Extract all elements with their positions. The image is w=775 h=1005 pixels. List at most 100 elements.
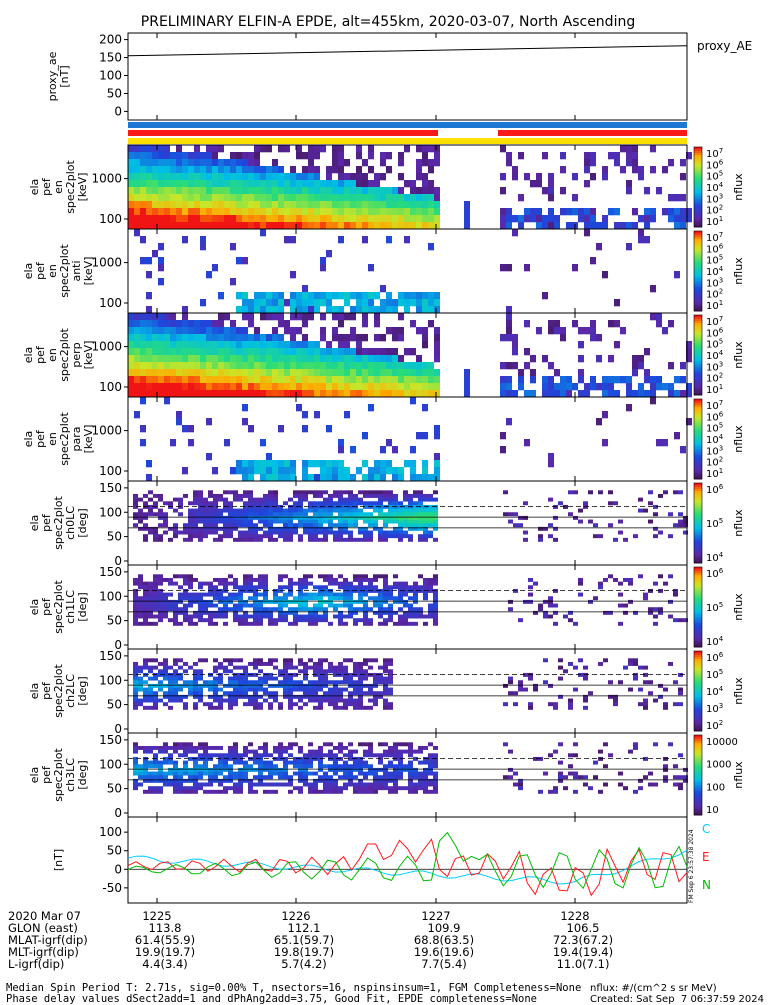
pef_en-cell <box>188 159 194 167</box>
pef_en-colorbar-cell <box>694 223 702 226</box>
pef_en_perp-cell <box>338 320 344 328</box>
pef_ch2LC-cell <box>308 691 313 696</box>
pef_ch0LC-cell <box>608 501 613 506</box>
pef_en_perp-cell <box>290 341 296 349</box>
pef_ch1LC-cell <box>348 610 353 615</box>
pef_ch2LC-cell <box>373 680 378 685</box>
pef_en-cell <box>362 215 368 223</box>
pef_en_perp-cell <box>302 362 308 370</box>
pef_ch2LC-cell <box>553 702 558 707</box>
pef_en-cell <box>380 222 386 230</box>
xaxis-row-value: 65.1(59.7) <box>274 933 334 947</box>
pef_en_perp-cell <box>380 390 386 398</box>
pef_en-cell <box>374 180 380 188</box>
pef_en-cell <box>176 180 182 188</box>
pef_ch0LC-cell <box>173 508 178 513</box>
pef_en_perp-cell <box>386 327 392 335</box>
pef_ch0LC-cell <box>318 512 323 517</box>
pef_ch2LC-cell <box>218 661 223 666</box>
pef_ch3LC-cell <box>608 753 613 758</box>
pef_en_perp-cell <box>338 390 344 398</box>
pef_ch3LC-cell <box>363 782 368 787</box>
pef_ch2LC-cell <box>388 676 393 681</box>
pef_en_anti-cell <box>428 306 434 314</box>
pef_ch3LC-cell <box>383 786 388 791</box>
pef_ch3LC-cell <box>398 760 403 765</box>
pef_en-cell <box>140 145 146 153</box>
pef_en_para-colorbar-exp: 5 <box>719 422 723 430</box>
pef_en_anti-ylabel-line: anti <box>70 260 83 281</box>
pef_ch0LC-colorbar-cell <box>694 507 702 510</box>
pef_ch0LC-cell <box>213 501 218 506</box>
pef_en-cell <box>170 180 176 188</box>
pef_ch3LC-colorbar-cell <box>694 753 702 756</box>
pef_ch2LC-cell <box>268 683 273 688</box>
pef_ch0LC-cell <box>233 508 238 513</box>
pef_ch3LC-cell <box>188 775 193 780</box>
pef_ch3LC-cell <box>173 786 178 791</box>
pef_ch3LC-cell <box>133 782 138 787</box>
pef_ch3LC-cell <box>418 771 423 776</box>
pef_ch1LC-cell <box>623 603 628 608</box>
pef_en_perp-cell <box>350 390 356 398</box>
pef_ch2LC-cell <box>273 683 278 688</box>
pef_en_perp-cell <box>590 327 596 335</box>
pef_ch1LC-cell <box>223 599 228 604</box>
pef_en-cell <box>212 166 218 174</box>
pef_ch3LC-cell <box>158 745 163 750</box>
pef_ch0LC-colorbar-exp: 6 <box>719 483 724 491</box>
pef_ch3LC-cell <box>303 760 308 765</box>
pef_ch0LC-cell <box>398 515 403 520</box>
pef_ch3LC-cell <box>388 775 393 780</box>
pef_en_perp-cell <box>326 362 332 370</box>
pef_ch2LC-cell <box>323 672 328 677</box>
pef_ch3LC-cell <box>383 767 388 772</box>
pef_ch2LC-colorbar-cell <box>694 657 702 660</box>
pef_en_perp-cell <box>332 334 338 342</box>
pef_en_perp-cell <box>218 320 224 328</box>
pef_ch0LC-cell <box>548 497 553 502</box>
pef_en-cell <box>212 187 218 195</box>
pef_ch2LC-cell <box>223 698 228 703</box>
pef_en-cell <box>650 208 656 216</box>
pef_ch1LC-cell <box>288 599 293 604</box>
pef_en_para-cell <box>260 439 266 447</box>
pef_ch1LC-cell <box>133 588 138 593</box>
pef_en-ylabel-line: ela <box>28 179 41 196</box>
pef_ch3LC-cell <box>288 742 293 747</box>
pef_ch0LC-cell <box>408 501 413 506</box>
pef_en_perp-cell <box>392 334 398 342</box>
pef_ch0LC-cell <box>358 501 363 506</box>
pef_ch0LC-cell <box>428 523 433 528</box>
pef_ch3LC-cell <box>238 782 243 787</box>
pef_ch1LC-cell <box>533 581 538 586</box>
pef_en-cell <box>326 166 332 174</box>
pef_ch1LC-cell <box>143 618 148 623</box>
pef_en-cell <box>662 208 668 216</box>
pef_en_perp-cell <box>584 390 590 398</box>
pef_ch0LC-cell <box>653 526 658 531</box>
pef_ch1LC-cell <box>408 610 413 615</box>
pef_ch2LC-cell <box>213 683 218 688</box>
pef_ch2LC-cell <box>383 683 388 688</box>
pef_en_anti-cell <box>362 299 368 307</box>
pef_ch2LC-cell <box>183 669 188 674</box>
pef_en_anti-cell <box>158 257 164 265</box>
pef_en_perp-colorbar-cell <box>694 335 702 338</box>
pef_ch0LC-cell <box>138 526 143 531</box>
pef_ch2LC-cell <box>313 687 318 692</box>
pef_ch2LC-cell <box>633 672 638 677</box>
pef_en_perp-cell <box>158 327 164 335</box>
pef_en_perp-cell <box>128 390 134 398</box>
pef_ch3LC-cell <box>143 789 148 794</box>
pef_ch0LC-cell <box>378 504 383 509</box>
pef_ch0LC-cell <box>313 501 318 506</box>
pef_ch0LC-colorbar-cell <box>694 483 702 486</box>
pef_en_anti-cell <box>296 299 302 307</box>
pef_en_anti-cell <box>326 250 332 258</box>
pef_ch1LC-cell <box>298 618 303 623</box>
pef_en-cell <box>404 201 410 209</box>
pef_ch1LC-cell <box>383 618 388 623</box>
pef_en-cell <box>206 222 212 230</box>
pef_en_perp-cell <box>344 334 350 342</box>
